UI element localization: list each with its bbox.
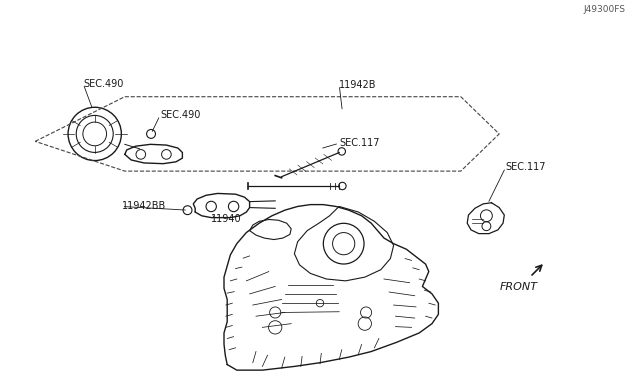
Text: 11940: 11940 xyxy=(211,215,242,224)
Text: J49300FS: J49300FS xyxy=(583,5,625,14)
Text: SEC.117: SEC.117 xyxy=(506,163,546,172)
Text: SEC.490: SEC.490 xyxy=(160,110,200,120)
Text: SEC.490: SEC.490 xyxy=(83,79,124,89)
Text: 11942B: 11942B xyxy=(339,80,377,90)
Text: SEC.117: SEC.117 xyxy=(339,138,380,148)
Text: 11942BB: 11942BB xyxy=(122,202,166,211)
Text: FRONT: FRONT xyxy=(500,282,538,292)
